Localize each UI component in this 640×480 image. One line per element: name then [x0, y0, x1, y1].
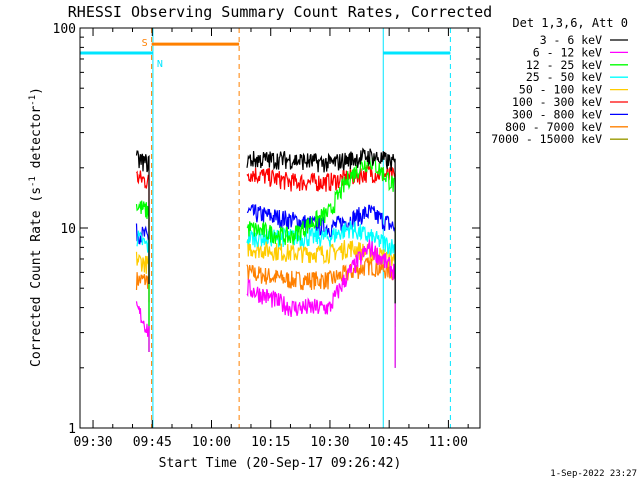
- legend-title: Det 1,3,6, Att 0: [512, 16, 628, 30]
- legend-entry-label: 300 - 800 keV: [512, 107, 602, 121]
- y-tick-label: 1: [68, 422, 76, 437]
- series-line-300-800-keV: [135, 223, 150, 352]
- legend-entry-label: 6 - 12 keV: [533, 45, 602, 59]
- legend-entry-label: 100 - 300 keV: [512, 95, 602, 109]
- legend-entry-label: 800 - 7000 keV: [505, 120, 602, 134]
- x-axis-title: Start Time (20-Sep-17 09:26:42): [159, 456, 402, 471]
- plot-area: SN: [79, 28, 451, 428]
- x-tick-label: 11:00: [429, 435, 468, 450]
- series-line-100-300-keV: [136, 170, 150, 303]
- y-axis-title-mid: detector: [29, 106, 44, 177]
- series-line-100-300-keV: [246, 165, 396, 317]
- axes: 09:30 09:45 10:00 10:15 10:30 10:45 11:00 1 10 10…: [53, 22, 481, 450]
- legend-entry-label: 3 - 6 keV: [540, 33, 602, 47]
- series-line-300-800-keV: [246, 204, 396, 368]
- x-tick-label: 09:45: [133, 435, 172, 450]
- y-axis-title-end: ): [29, 87, 44, 95]
- series-line-800-7000-keV: [246, 257, 396, 368]
- y-axis-title-main: Corrected Count Rate (s: [29, 187, 44, 367]
- y-tick-label: 100: [53, 22, 76, 37]
- y-axis-title-exp1: -1: [28, 176, 38, 187]
- legend-entry-label: 12 - 25 keV: [526, 58, 602, 72]
- x-tick-label: 10:45: [370, 435, 409, 450]
- series-line-3-6-keV: [135, 150, 150, 284]
- x-tick-label: 10:15: [251, 435, 290, 450]
- x-tick-label: 10:30: [310, 435, 349, 450]
- saa-flag-label: S: [142, 38, 148, 49]
- series-line-12-25-keV: [135, 200, 150, 333]
- x-tick-label: 10:00: [192, 435, 231, 450]
- series-line-6-12-keV: [246, 239, 396, 368]
- series-line-25-50-keV: [136, 230, 150, 352]
- series-line-6-12-keV: [135, 301, 150, 352]
- x-tick-label: 09:30: [73, 435, 112, 450]
- legend-entry-label: 7000 - 15000 keV: [491, 132, 602, 146]
- night-flag-label: N: [157, 59, 163, 70]
- series-line-800-7000-keV: [135, 272, 150, 352]
- legend-entry-label: 25 - 50 keV: [526, 70, 602, 84]
- chart-title: RHESSI Observing Summary Count Rates, Co…: [68, 3, 492, 21]
- series-line-3-6-keV: [246, 147, 396, 304]
- series-line-12-25-keV: [246, 155, 396, 327]
- legend-entry-label: 50 - 100 keV: [519, 83, 602, 97]
- generation-timestamp: 1-Sep-2022 23:27: [550, 469, 637, 479]
- y-axis-title: Corrected Count Rate (s-1 detector-1): [28, 87, 44, 367]
- y-axis-title-exp2: -1: [28, 95, 38, 106]
- y-tick-label: 10: [60, 222, 76, 237]
- svg-text:Corrected Count Rate (s-1 dete: Corrected Count Rate (s-1 detector-1): [28, 87, 44, 367]
- series-line-50-100-keV: [135, 251, 150, 352]
